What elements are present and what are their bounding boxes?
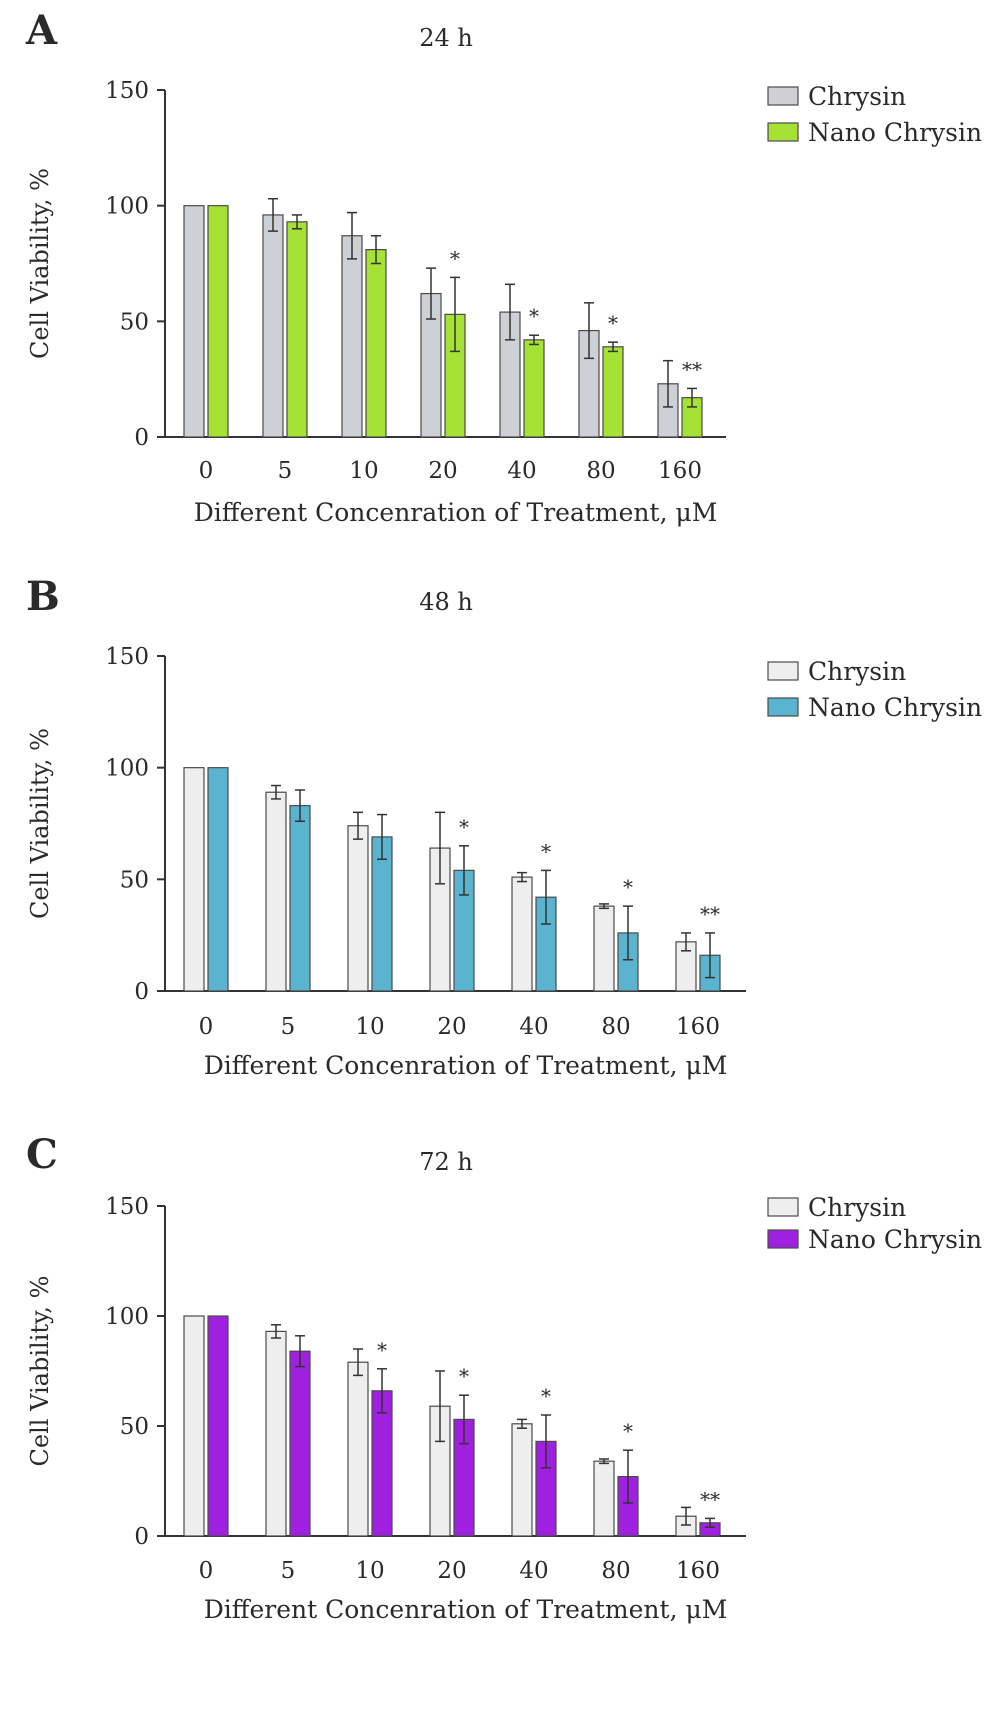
- bar-chrysin: [183, 767, 205, 992]
- chart-b: B 48 h 0 50 100 150 Cell Viability, % 0 5 10 * 20 * 4…: [26, 573, 982, 1080]
- panel-label: B: [26, 573, 60, 620]
- y-tick-label: 100: [105, 194, 149, 220]
- x-tick-label: 40: [519, 1014, 548, 1040]
- bar-chrysin: [183, 205, 205, 438]
- y-axis-label: Cell Viability, %: [26, 168, 54, 359]
- significance-marker: *: [541, 1384, 551, 1408]
- x-tick-label: 20: [437, 1014, 466, 1040]
- significance-marker: *: [623, 875, 633, 899]
- bar-nano-chrysin: [365, 249, 387, 438]
- x-axis-label: Different Concenration of Treatment, μM: [204, 1051, 728, 1080]
- significance-marker: *: [450, 246, 460, 270]
- x-tick-label: 5: [281, 1558, 296, 1584]
- bar-chrysin: [265, 1330, 287, 1537]
- legend-swatch: [767, 697, 799, 717]
- legend-label: Nano Chrysin: [808, 118, 982, 147]
- significance-marker: **: [700, 902, 720, 926]
- y-tick-label: 0: [134, 1524, 149, 1550]
- legend-swatch: [767, 86, 799, 106]
- bar-chrysin: [265, 791, 287, 992]
- y-tick-label: 50: [120, 867, 149, 893]
- bar-chrysin: [347, 1361, 369, 1537]
- x-tick-label: 5: [278, 458, 293, 484]
- chart-a: A 24 h 0 50 100 150 Cell Viability, % 0 5 10 * 20 * 4…: [25, 7, 982, 527]
- y-tick-label: 0: [134, 425, 149, 451]
- x-tick-label: 80: [586, 458, 615, 484]
- significance-marker: *: [623, 1419, 633, 1443]
- legend-label: Chrysin: [808, 82, 906, 111]
- bar-chrysin: [347, 825, 369, 992]
- bar-chrysin: [262, 214, 284, 438]
- legend-swatch: [767, 1197, 799, 1217]
- legend-label: Chrysin: [808, 1193, 906, 1222]
- bar-nano-chrysin: [207, 205, 229, 438]
- x-tick-label: 80: [601, 1558, 630, 1584]
- legend-swatch: [767, 1229, 799, 1249]
- y-axis-label: Cell Viability, %: [26, 1276, 54, 1467]
- y-tick-label: 50: [120, 1414, 149, 1440]
- legend-swatch: [767, 661, 799, 681]
- x-tick-label: 160: [676, 1558, 720, 1584]
- panel-label: A: [25, 7, 58, 54]
- x-tick-label: 80: [601, 1014, 630, 1040]
- y-tick-label: 0: [134, 979, 149, 1005]
- panel-a: A 24 h 0 50 100 150 Cell Viability, % 0 5 10 * 20 * 4…: [0, 0, 1000, 560]
- bar-nano-chrysin: [207, 767, 229, 992]
- x-tick-label: 0: [199, 458, 214, 484]
- x-tick-label: 10: [355, 1558, 384, 1584]
- bar-nano-chrysin: [286, 221, 308, 438]
- y-tick-label: 150: [105, 1194, 149, 1220]
- x-tick-label: 10: [349, 458, 378, 484]
- panel-b: B 48 h 0 50 100 150 Cell Viability, % 0 5 10 * 20 * 4…: [0, 560, 1000, 1120]
- x-tick-label: 0: [199, 1558, 214, 1584]
- bar-nano-chrysin: [289, 805, 311, 992]
- chart-title: 24 h: [419, 24, 473, 52]
- chart-title: 48 h: [419, 588, 473, 616]
- bar-nano-chrysin: [371, 836, 393, 992]
- x-tick-label: 160: [658, 458, 702, 484]
- legend-swatch: [767, 122, 799, 142]
- bar-chrysin: [593, 905, 615, 992]
- x-tick-label: 10: [355, 1014, 384, 1040]
- y-tick-label: 100: [105, 756, 149, 782]
- significance-marker: *: [377, 1338, 387, 1362]
- significance-marker: *: [459, 815, 469, 839]
- y-tick-label: 150: [105, 644, 149, 670]
- panel-label: C: [26, 1131, 58, 1178]
- bar-chrysin: [593, 1460, 615, 1537]
- x-axis-label: Different Concenration of Treatment, μM: [204, 1595, 728, 1624]
- panel-c: C 72 h 0 50 100 150 Cell Viability, % 0 5 * 10 * 20 *…: [0, 1120, 1000, 1708]
- x-tick-label: 40: [519, 1558, 548, 1584]
- bar-chrysin: [341, 235, 363, 438]
- y-tick-label: 150: [105, 78, 149, 104]
- legend-label: Nano Chrysin: [808, 1225, 982, 1254]
- x-tick-label: 20: [437, 1558, 466, 1584]
- significance-marker: *: [541, 839, 551, 863]
- bar-chrysin: [183, 1315, 205, 1537]
- significance-marker: *: [529, 304, 539, 328]
- x-tick-label: 160: [676, 1014, 720, 1040]
- bar-nano-chrysin: [523, 339, 545, 438]
- x-tick-label: 5: [281, 1014, 296, 1040]
- chart-title: 72 h: [419, 1148, 473, 1176]
- x-tick-label: 20: [428, 458, 457, 484]
- y-tick-label: 100: [105, 1304, 149, 1330]
- chart-c: C 72 h 0 50 100 150 Cell Viability, % 0 5 * 10 * 20 *…: [26, 1131, 982, 1624]
- significance-marker: *: [459, 1364, 469, 1388]
- significance-marker: **: [700, 1487, 720, 1511]
- significance-marker: *: [608, 311, 618, 335]
- x-axis-label: Different Concenration of Treatment, μM: [194, 498, 718, 527]
- significance-marker: **: [682, 357, 702, 381]
- bar-chrysin: [511, 1423, 533, 1537]
- legend-label: Chrysin: [808, 657, 906, 686]
- x-tick-label: 40: [507, 458, 536, 484]
- bar-chrysin: [511, 876, 533, 992]
- x-tick-label: 0: [199, 1014, 214, 1040]
- bar-nano-chrysin: [289, 1350, 311, 1537]
- legend-label: Nano Chrysin: [808, 693, 982, 722]
- bar-nano-chrysin: [207, 1315, 229, 1537]
- y-tick-label: 50: [120, 309, 149, 335]
- y-axis-label: Cell Viability, %: [26, 728, 54, 919]
- bar-nano-chrysin: [602, 346, 624, 438]
